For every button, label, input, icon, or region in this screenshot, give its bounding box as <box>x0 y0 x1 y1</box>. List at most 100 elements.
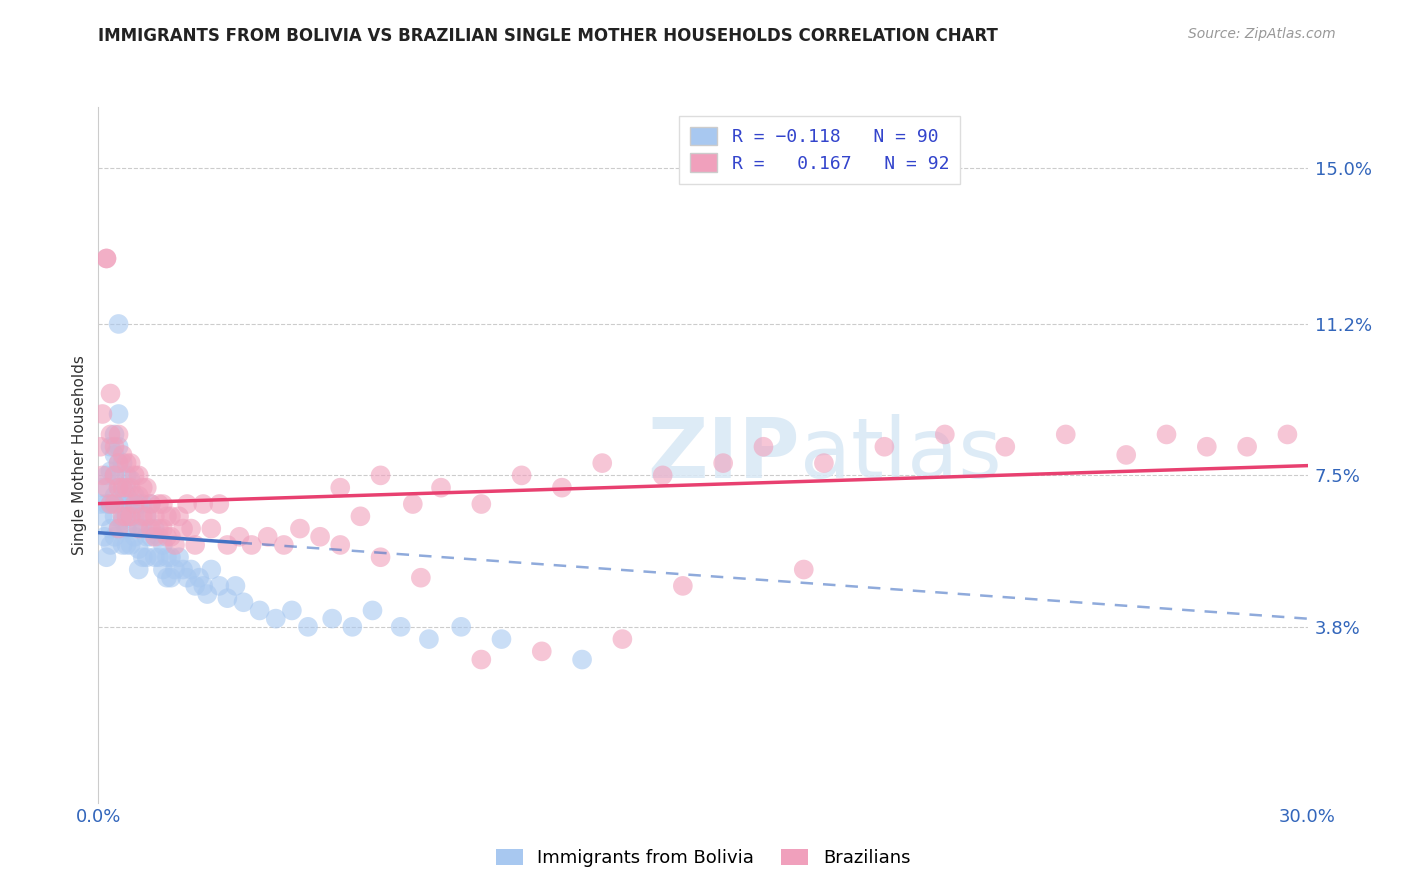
Point <box>156 530 179 544</box>
Point <box>342 620 364 634</box>
Point <box>107 427 129 442</box>
Point <box>184 538 207 552</box>
Point <box>152 562 174 576</box>
Point <box>297 620 319 634</box>
Point <box>120 473 142 487</box>
Point <box>143 509 166 524</box>
Point <box>132 550 155 565</box>
Point <box>100 538 122 552</box>
Point <box>111 538 134 552</box>
Point <box>96 481 118 495</box>
Point <box>91 509 114 524</box>
Point <box>256 530 278 544</box>
Point <box>132 497 155 511</box>
Point <box>111 513 134 527</box>
Point <box>217 591 239 606</box>
Point <box>156 509 179 524</box>
Point <box>111 481 134 495</box>
Point <box>139 530 162 544</box>
Point <box>100 427 122 442</box>
Point <box>96 252 118 266</box>
Y-axis label: Single Mother Households: Single Mother Households <box>72 355 87 555</box>
Point <box>240 538 263 552</box>
Point <box>100 440 122 454</box>
Point <box>273 538 295 552</box>
Point <box>152 497 174 511</box>
Point <box>128 497 150 511</box>
Point <box>103 468 125 483</box>
Point <box>1054 427 1077 442</box>
Point <box>148 550 170 565</box>
Point <box>208 579 231 593</box>
Point <box>172 562 194 576</box>
Point <box>100 497 122 511</box>
Point <box>103 509 125 524</box>
Point <box>217 538 239 552</box>
Point <box>813 456 835 470</box>
Point <box>264 612 287 626</box>
Point <box>115 468 138 483</box>
Point <box>132 509 155 524</box>
Point <box>1277 427 1299 442</box>
Text: atlas: atlas <box>800 415 1001 495</box>
Point <box>1236 440 1258 454</box>
Point <box>100 522 122 536</box>
Point <box>1156 427 1178 442</box>
Point <box>107 456 129 470</box>
Point <box>132 481 155 495</box>
Point <box>120 538 142 552</box>
Point <box>551 481 574 495</box>
Point <box>120 481 142 495</box>
Point <box>120 509 142 524</box>
Point <box>139 522 162 536</box>
Point <box>571 652 593 666</box>
Point <box>430 481 453 495</box>
Point <box>152 538 174 552</box>
Point <box>115 489 138 503</box>
Point <box>160 530 183 544</box>
Point <box>752 440 775 454</box>
Point <box>103 427 125 442</box>
Point <box>89 440 111 454</box>
Point <box>135 550 157 565</box>
Text: ZIP: ZIP <box>647 415 800 495</box>
Point <box>143 530 166 544</box>
Point <box>107 522 129 536</box>
Point <box>208 497 231 511</box>
Point <box>195 587 218 601</box>
Point <box>249 603 271 617</box>
Point <box>120 509 142 524</box>
Point <box>120 456 142 470</box>
Point <box>115 509 138 524</box>
Point <box>1115 448 1137 462</box>
Point <box>148 522 170 536</box>
Point <box>135 530 157 544</box>
Point <box>107 407 129 421</box>
Point <box>124 489 146 503</box>
Point <box>115 522 138 536</box>
Point <box>93 530 115 544</box>
Point <box>132 522 155 536</box>
Point <box>160 571 183 585</box>
Point <box>176 571 198 585</box>
Point <box>115 538 138 552</box>
Point <box>160 509 183 524</box>
Point <box>156 550 179 565</box>
Point <box>103 497 125 511</box>
Point <box>115 456 138 470</box>
Point <box>91 468 114 483</box>
Point <box>111 509 134 524</box>
Point <box>128 468 150 483</box>
Point <box>281 603 304 617</box>
Point <box>160 550 183 565</box>
Text: Source: ZipAtlas.com: Source: ZipAtlas.com <box>1188 27 1336 41</box>
Point <box>612 632 634 646</box>
Point <box>120 497 142 511</box>
Point <box>329 538 352 552</box>
Point <box>91 481 114 495</box>
Point <box>107 440 129 454</box>
Point <box>107 522 129 536</box>
Point <box>107 456 129 470</box>
Point <box>409 571 432 585</box>
Point <box>100 497 122 511</box>
